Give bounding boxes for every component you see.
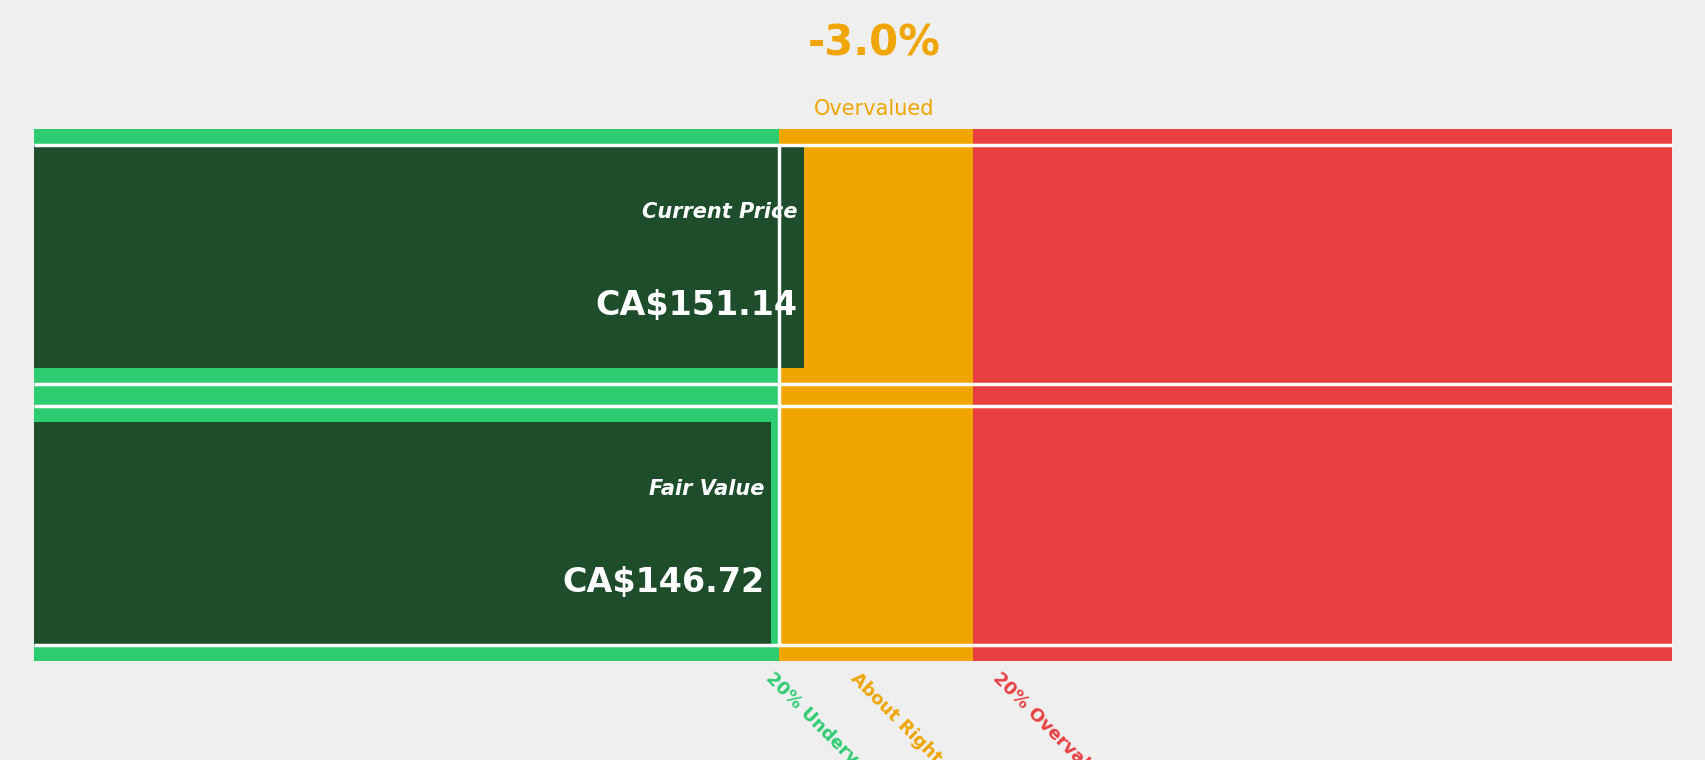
Text: Overvalued: Overvalued: [813, 99, 934, 119]
Text: 20% Overvalued: 20% Overvalued: [989, 669, 1118, 760]
Bar: [972, 129, 1671, 661]
Text: 20% Undervalued: 20% Undervalued: [762, 669, 900, 760]
Text: CA$146.72: CA$146.72: [563, 566, 764, 600]
Bar: [779, 129, 972, 661]
Text: CA$151.14: CA$151.14: [595, 290, 796, 322]
Text: Current Price: Current Price: [641, 202, 796, 222]
Bar: [34, 422, 771, 645]
Text: About Right: About Right: [846, 669, 945, 760]
Text: Fair Value: Fair Value: [648, 479, 764, 499]
Bar: [34, 145, 803, 369]
Text: -3.0%: -3.0%: [808, 23, 939, 65]
Bar: [34, 129, 779, 661]
